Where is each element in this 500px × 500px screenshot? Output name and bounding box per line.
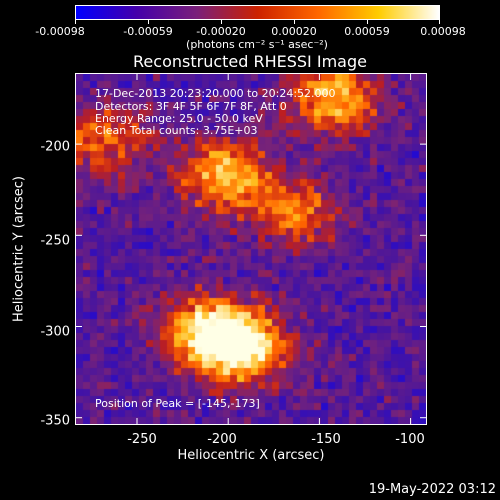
x-tick-label: -250 (127, 432, 157, 447)
info-clean-counts: Clean Total counts: 3.75E+03 (95, 124, 258, 137)
y-tick-label: -200 (40, 139, 70, 155)
x-tick-label: -150 (311, 432, 341, 447)
y-axis-label: Heliocentric Y (arcsec) (11, 176, 27, 322)
colorbar-tick (439, 20, 440, 24)
colorbar (75, 5, 440, 20)
plot-area (75, 73, 427, 425)
colorbar-tick-label: 0.00059 (344, 25, 390, 38)
peak-position: Position of Peak = [-145,-173] (95, 397, 260, 410)
info-time-range: 17-Dec-2013 20:23:20.000 to 20:24:52.000 (95, 87, 336, 100)
x-tick-label: -100 (395, 432, 425, 447)
colorbar-tick-label: 0.00020 (271, 25, 317, 38)
colorbar-tick (294, 20, 295, 24)
x-axis-label: Heliocentric X (arcsec) (177, 448, 325, 463)
y-tick-label: -300 (40, 324, 70, 340)
heatmap-image (76, 74, 426, 424)
y-tick-label: -350 (40, 413, 70, 429)
colorbar-tick-label: 0.00098 (420, 25, 466, 38)
x-tick-label: -200 (207, 432, 237, 447)
chart-title: Reconstructed RHESSI Image (133, 52, 367, 71)
colorbar-unit-label: (photons cm⁻² s⁻¹ asec⁻²) (186, 38, 328, 51)
colorbar-tick-label: -0.00020 (196, 25, 246, 38)
colorbar-tick-label: -0.00059 (123, 25, 173, 38)
info-detectors: Detectors: 3F 4F 5F 6F 7F 8F, Att 0 (95, 100, 287, 113)
colorbar-tick (75, 20, 76, 24)
y-tick-label: -250 (40, 233, 70, 249)
colorbar-tick (367, 20, 368, 24)
colorbar-tick (221, 20, 222, 24)
colorbar-tick (148, 20, 149, 24)
colorbar-tick-label: -0.00098 (35, 25, 85, 38)
info-energy-range: Energy Range: 25.0 - 50.0 keV (95, 112, 263, 125)
timestamp: 19-May-2022 03:12 (368, 482, 496, 497)
